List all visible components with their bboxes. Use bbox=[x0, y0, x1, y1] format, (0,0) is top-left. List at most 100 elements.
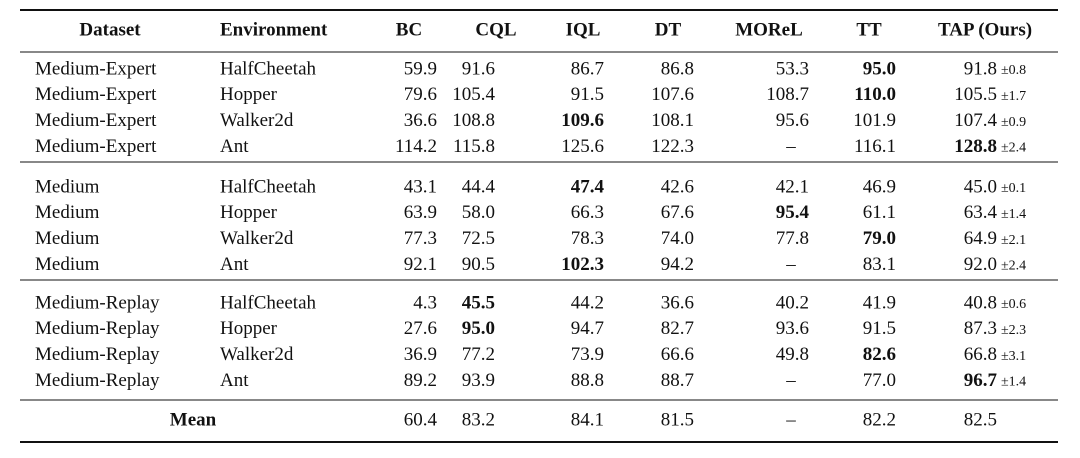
score-cell: 114.2 bbox=[395, 136, 437, 157]
environment-cell: Walker2d bbox=[220, 228, 294, 249]
score-cell: 49.8 bbox=[776, 344, 809, 365]
score-cell: 101.9 bbox=[853, 110, 896, 131]
dataset-cell: Medium-Replay bbox=[35, 292, 160, 313]
score-cell: 122.3 bbox=[651, 136, 694, 157]
score-cell: 128.8 bbox=[954, 136, 997, 157]
column-header: CQL bbox=[475, 19, 516, 40]
score-cell: 95.0 bbox=[863, 58, 896, 79]
score-cell: 40.8 bbox=[964, 292, 997, 313]
score-cell: 87.3 bbox=[964, 318, 997, 339]
score-cell: 40.2 bbox=[776, 292, 809, 313]
score-cell: 42.1 bbox=[776, 176, 809, 197]
score-cell: 96.7 bbox=[964, 370, 998, 391]
std-cell: ±1.7 bbox=[1001, 89, 1026, 104]
environment-cell: Walker2d bbox=[220, 110, 294, 131]
environment-cell: Hopper bbox=[220, 84, 278, 105]
score-cell: 66.6 bbox=[661, 344, 694, 365]
score-cell: 94.7 bbox=[571, 318, 604, 339]
score-cell: 109.6 bbox=[561, 110, 604, 131]
score-cell: 105.4 bbox=[452, 84, 495, 105]
score-cell: 67.6 bbox=[661, 202, 694, 223]
score-cell: 108.7 bbox=[766, 84, 809, 105]
score-cell: 125.6 bbox=[561, 136, 604, 157]
score-cell: 115.8 bbox=[453, 136, 495, 157]
dataset-cell: Medium-Expert bbox=[35, 136, 157, 157]
score-cell: 93.6 bbox=[776, 318, 809, 339]
score-cell: 77.2 bbox=[462, 344, 495, 365]
std-cell: ±2.3 bbox=[1001, 323, 1026, 338]
dataset-cell: Medium bbox=[35, 228, 100, 249]
std-cell: ±0.1 bbox=[1001, 181, 1026, 196]
score-cell: 27.6 bbox=[404, 318, 437, 339]
score-cell: 58.0 bbox=[462, 202, 495, 223]
column-header: MOReL bbox=[735, 19, 803, 40]
score-cell: 105.5 bbox=[954, 84, 997, 105]
score-cell: 72.5 bbox=[462, 228, 495, 249]
column-header: IQL bbox=[566, 19, 601, 40]
dataset-cell: Medium bbox=[35, 202, 100, 223]
score-cell: 77.0 bbox=[863, 370, 896, 391]
score-cell: 82.6 bbox=[863, 344, 896, 365]
score-cell: 93.9 bbox=[462, 370, 495, 391]
dataset-cell: Medium-Expert bbox=[35, 110, 157, 131]
score-cell: 79.6 bbox=[404, 84, 437, 105]
score-cell: 95.0 bbox=[462, 318, 495, 339]
dataset-cell: Medium bbox=[35, 254, 100, 275]
score-cell: 91.6 bbox=[462, 58, 495, 79]
dataset-cell: Medium-Replay bbox=[35, 370, 160, 391]
std-cell: ±1.4 bbox=[1001, 375, 1026, 390]
score-cell: 63.4 bbox=[964, 202, 998, 223]
score-cell: 74.0 bbox=[661, 228, 694, 249]
score-cell: 95.4 bbox=[776, 202, 810, 223]
score-cell: 73.9 bbox=[571, 344, 604, 365]
score-cell: 88.8 bbox=[571, 370, 604, 391]
environment-cell: HalfCheetah bbox=[220, 176, 317, 197]
score-cell: 108.1 bbox=[651, 110, 694, 131]
column-header: TT bbox=[856, 19, 882, 40]
score-cell: 66.8 bbox=[964, 344, 997, 365]
column-header: DT bbox=[655, 19, 682, 40]
environment-cell: Hopper bbox=[220, 318, 278, 339]
score-cell: 44.4 bbox=[462, 176, 496, 197]
std-cell: ±0.6 bbox=[1001, 297, 1026, 312]
environment-cell: Walker2d bbox=[220, 344, 294, 365]
score-cell: 43.1 bbox=[404, 176, 437, 197]
environment-cell: HalfCheetah bbox=[220, 292, 317, 313]
mean-cell: 81.5 bbox=[661, 409, 694, 430]
dataset-cell: Medium-Replay bbox=[35, 344, 160, 365]
score-cell: 77.8 bbox=[776, 228, 809, 249]
score-cell: 66.3 bbox=[571, 202, 604, 223]
std-cell: ±3.1 bbox=[1001, 349, 1026, 364]
environment-cell: Ant bbox=[220, 254, 249, 275]
score-cell: 116.1 bbox=[854, 136, 896, 157]
mean-cell: – bbox=[785, 409, 796, 430]
score-cell: 107.6 bbox=[651, 84, 694, 105]
score-cell: 78.3 bbox=[571, 228, 604, 249]
score-cell: 91.8 bbox=[964, 58, 997, 79]
score-cell: 91.5 bbox=[571, 84, 604, 105]
score-cell: 47.4 bbox=[571, 176, 605, 197]
score-cell: 108.8 bbox=[452, 110, 495, 131]
score-cell: 64.9 bbox=[964, 228, 997, 249]
score-cell: 82.7 bbox=[661, 318, 694, 339]
score-cell: 83.1 bbox=[863, 254, 896, 275]
environment-cell: Ant bbox=[220, 370, 249, 391]
score-cell: 45.5 bbox=[462, 292, 495, 313]
score-cell: 89.2 bbox=[404, 370, 437, 391]
column-header: BC bbox=[396, 19, 422, 40]
score-cell: 63.9 bbox=[404, 202, 437, 223]
std-cell: ±0.8 bbox=[1001, 63, 1026, 78]
score-cell: 53.3 bbox=[776, 58, 809, 79]
environment-cell: Hopper bbox=[220, 202, 278, 223]
score-cell: 92.1 bbox=[404, 254, 437, 275]
score-cell: 79.0 bbox=[863, 228, 896, 249]
mean-cell: 82.2 bbox=[863, 409, 896, 430]
score-cell: 92.0 bbox=[964, 254, 997, 275]
score-cell: 86.8 bbox=[661, 58, 694, 79]
environment-cell: Ant bbox=[220, 136, 249, 157]
score-cell: 36.6 bbox=[404, 110, 437, 131]
score-cell: 46.9 bbox=[863, 176, 896, 197]
score-cell: 86.7 bbox=[571, 58, 604, 79]
std-cell: ±2.1 bbox=[1001, 233, 1026, 248]
